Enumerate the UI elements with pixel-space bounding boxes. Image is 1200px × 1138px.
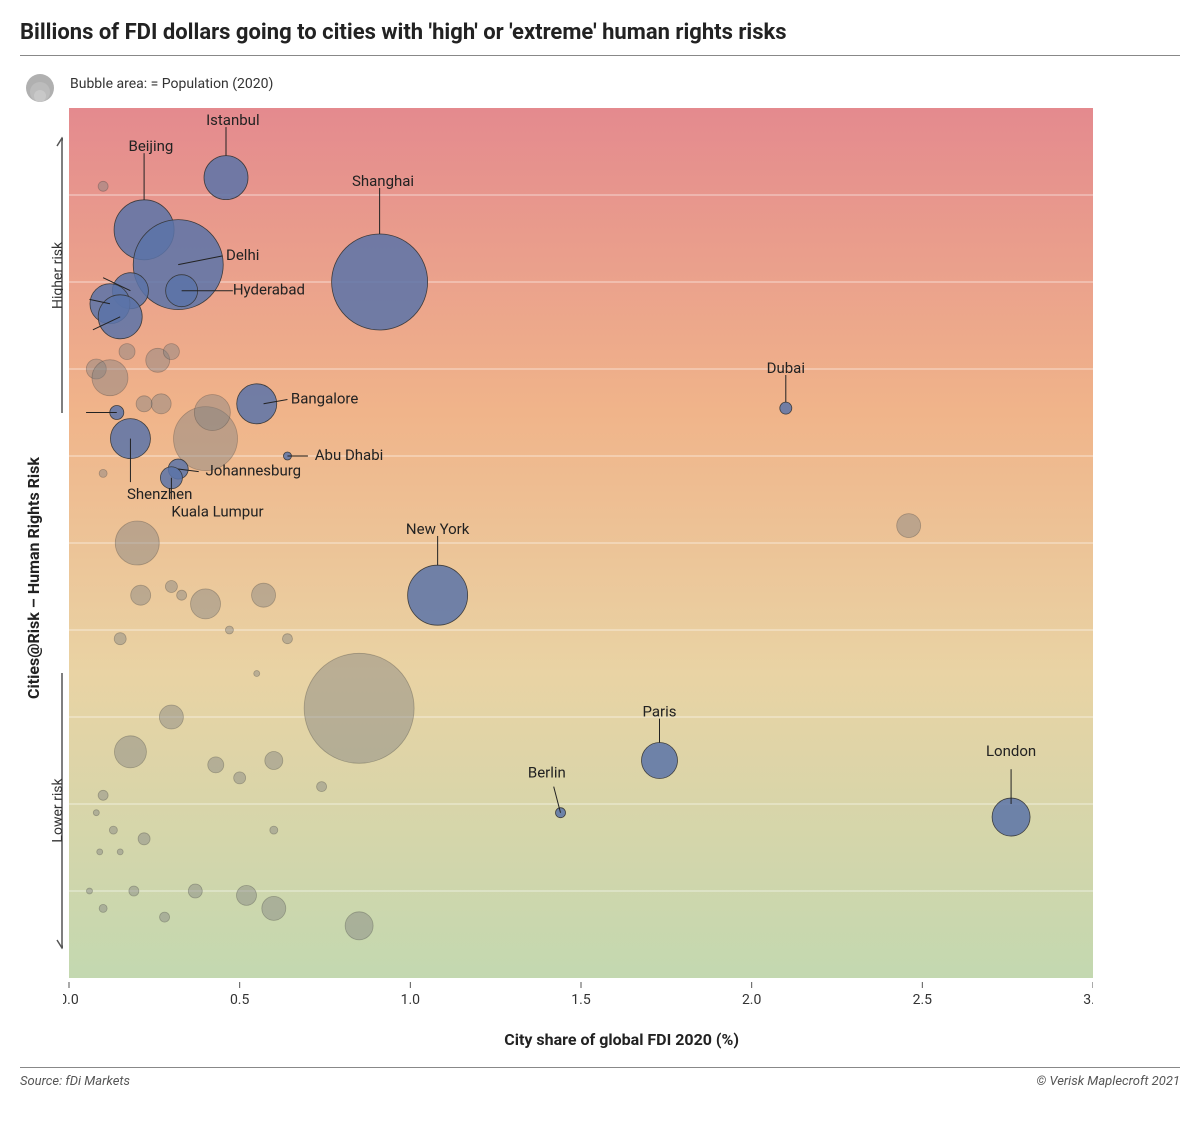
bubble-new-york xyxy=(408,565,468,625)
bubble-plot: IstanbulBeijingShanghaiDelhiHyderabadJak… xyxy=(63,108,1093,978)
bubble-unnamed xyxy=(160,705,184,729)
bubble-shanghai xyxy=(332,234,428,330)
x-tick-label: 1.0 xyxy=(401,992,421,1008)
bubble-label: Abu Dhabi xyxy=(315,446,384,464)
legend-label: Bubble area: = Population (2020) xyxy=(70,76,273,92)
bubble-lagos xyxy=(98,295,142,339)
y-higher-risk-label: Higher risk xyxy=(50,241,63,309)
bubble-unnamed xyxy=(304,653,414,763)
bubble-label: New York xyxy=(406,520,470,538)
bubble-unnamed xyxy=(283,634,293,644)
chart-area: Cities@Risk – Human Rights Risk Higher r… xyxy=(20,108,1180,1049)
bubble-unnamed xyxy=(92,360,128,396)
bubble-label: Shanghai xyxy=(352,172,414,190)
y-lower-risk-label: Lower risk xyxy=(50,778,63,843)
bubble-unnamed xyxy=(87,888,93,894)
bubble-label: Bangalore xyxy=(291,389,359,407)
x-tick-label: 1.5 xyxy=(572,992,592,1008)
bubble-unnamed xyxy=(177,590,187,600)
x-axis-label: City share of global FDI 2020 (%) xyxy=(63,1030,1180,1049)
bubble-unnamed xyxy=(189,884,203,898)
x-tick-label: 3.0 xyxy=(1084,992,1094,1008)
x-tick-label: 0.0 xyxy=(63,992,79,1008)
bubble-unnamed xyxy=(114,633,126,645)
bubble-unnamed xyxy=(270,826,278,834)
bubble-label: Istanbul xyxy=(206,111,260,129)
bubble-label: Dubai xyxy=(767,359,805,377)
bubble-unnamed xyxy=(136,396,152,412)
bubble-unnamed xyxy=(115,736,147,768)
bubble-unnamed xyxy=(252,583,276,607)
bubble-label: Hyderabad xyxy=(233,281,305,299)
bubble-unnamed xyxy=(97,849,103,855)
bubble-paris xyxy=(642,743,678,779)
bubble-unnamed xyxy=(234,772,246,784)
chart-title: Billions of FDI dollars going to cities … xyxy=(20,20,1180,56)
x-tick-label: 0.5 xyxy=(230,992,250,1008)
bubble-label: Johannesburg xyxy=(206,462,302,480)
bubble-unnamed xyxy=(98,181,108,191)
bubble-unnamed xyxy=(897,514,921,538)
bubble-unnamed xyxy=(208,757,224,773)
bubble-unnamed xyxy=(265,752,283,770)
bubble-unnamed xyxy=(345,912,373,940)
bubble-unnamed xyxy=(98,790,108,800)
bubble-label: Berlin xyxy=(528,764,566,782)
bubble-unnamed xyxy=(254,671,260,677)
bubble-unnamed xyxy=(131,585,151,605)
bubble-istanbul xyxy=(204,156,248,200)
bubble-unnamed xyxy=(99,469,107,477)
bubble-dubai xyxy=(780,402,792,414)
bubble-unnamed xyxy=(164,344,180,360)
bubble-unnamed xyxy=(166,581,178,593)
bubble-label: Beijing xyxy=(129,137,174,155)
bubble-unnamed xyxy=(99,904,107,912)
bubble-unnamed xyxy=(138,833,150,845)
chart-container: Billions of FDI dollars going to cities … xyxy=(20,20,1180,1089)
bubble-unnamed xyxy=(117,849,123,855)
bubble-unnamed xyxy=(160,912,170,922)
bubble-bangalore xyxy=(237,384,277,424)
bubble-unnamed xyxy=(151,394,171,414)
source-text: Source: fDi Markets xyxy=(20,1074,130,1089)
legend-bubble-icon xyxy=(20,66,60,102)
bubble-unnamed xyxy=(94,810,100,816)
bubble-label: Paris xyxy=(643,703,677,721)
copyright-text: © Verisk Maplecroft 2021 xyxy=(1036,1074,1180,1089)
bubble-unnamed xyxy=(191,589,221,619)
y-axis-label: Cities@Risk – Human Rights Risk xyxy=(20,108,47,1049)
bubble-unnamed xyxy=(129,886,139,896)
bubble-unnamed xyxy=(195,395,231,431)
bubble-unnamed xyxy=(237,885,257,905)
bubble-label: London xyxy=(986,742,1036,760)
bubble-unnamed xyxy=(110,826,118,834)
bubble-unnamed xyxy=(226,626,234,634)
bubble-unnamed xyxy=(119,344,135,360)
y-risk-arrows: Higher risk Lower risk xyxy=(47,108,63,978)
bubble-label: Shenzhen xyxy=(127,485,192,503)
bubble-label: Kuala Lumpur xyxy=(172,503,264,521)
bubble-unnamed xyxy=(262,896,286,920)
footer: Source: fDi Markets © Verisk Maplecroft … xyxy=(20,1067,1180,1089)
bubble-label: Delhi xyxy=(226,246,259,264)
legend: Bubble area: = Population (2020) xyxy=(20,66,1180,102)
x-tick-label: 2.0 xyxy=(742,992,762,1008)
bubble-unnamed xyxy=(116,521,160,565)
x-axis: 0.0 0.5 1.0 1.5 2.0 2.5 3.0 xyxy=(63,982,1093,1012)
x-tick-label: 2.5 xyxy=(913,992,933,1008)
bubble-berlin xyxy=(556,808,566,818)
bubble-unnamed xyxy=(317,782,327,792)
